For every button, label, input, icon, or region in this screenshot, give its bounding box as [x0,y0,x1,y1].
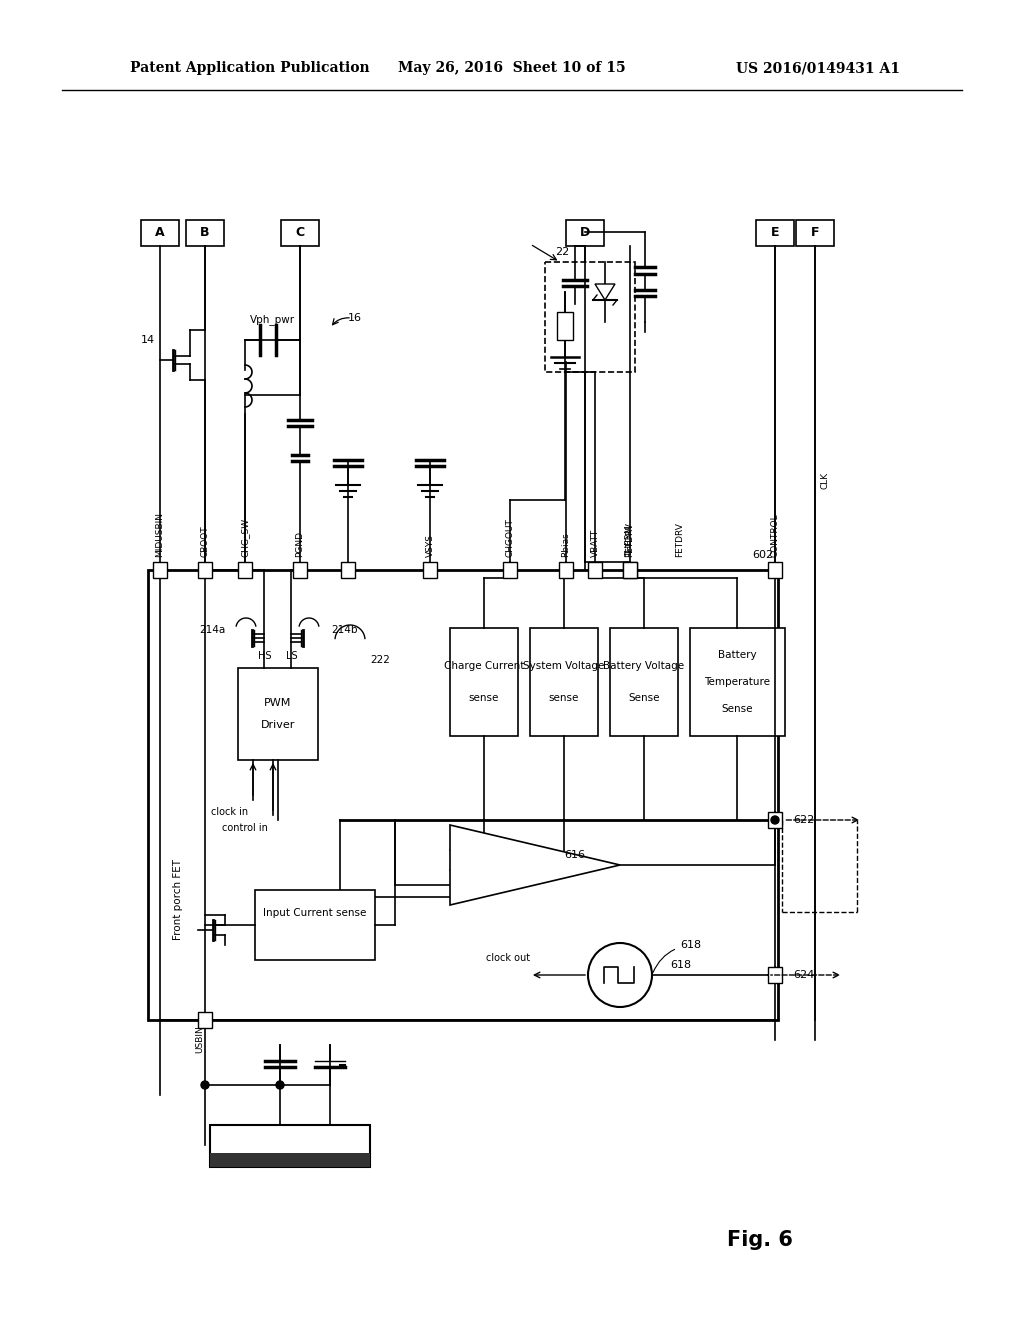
Bar [559,562,573,578]
Text: THERM: THERM [626,525,635,557]
Text: MIDUSBIN: MIDUSBIN [156,512,165,557]
Text: F: F [811,227,819,239]
Circle shape [771,816,779,824]
Bar [222,1155,238,1166]
Bar [768,968,782,983]
Text: 602: 602 [752,550,773,560]
Bar [210,1125,370,1167]
Bar [255,890,375,960]
Bar [423,562,437,578]
Text: USBIN: USBIN [196,1026,205,1053]
Text: CHG_SW: CHG_SW [241,517,250,557]
Text: 222: 222 [370,655,390,665]
Text: E: E [771,227,779,239]
Bar [334,1155,350,1166]
Text: VBATT: VBATT [591,529,599,557]
Bar [198,1012,212,1028]
Text: PWM: PWM [264,698,292,708]
Bar [141,220,179,246]
Bar [768,812,782,828]
Text: Patent Application Publication: Patent Application Publication [130,61,370,75]
Bar [545,261,635,372]
Bar [198,562,212,578]
Bar [796,220,834,246]
Bar [250,1155,266,1166]
Polygon shape [450,825,620,906]
Text: Rbias: Rbias [561,532,570,557]
Text: FETDRV: FETDRV [626,523,635,557]
Text: Sense: Sense [721,704,753,714]
Text: VSYS: VSYS [426,535,434,557]
Text: 616: 616 [564,850,586,861]
Bar [238,562,252,578]
Bar [530,628,598,737]
Bar [281,220,319,246]
Polygon shape [595,284,615,300]
Bar [610,628,678,737]
Bar [153,562,167,578]
Text: sense: sense [549,693,580,704]
Text: Vph_pwr: Vph_pwr [250,314,295,326]
Text: Battery Voltage: Battery Voltage [603,661,685,671]
Text: Temperature: Temperature [705,677,770,686]
Circle shape [588,942,652,1007]
Text: Input Current sense: Input Current sense [263,908,367,917]
Bar [278,1155,294,1166]
Text: May 26, 2016  Sheet 10 of 15: May 26, 2016 Sheet 10 of 15 [398,61,626,75]
Bar [306,1155,322,1166]
Bar [186,220,224,246]
Bar [756,220,794,246]
Bar [450,628,518,737]
Bar [210,1152,370,1167]
Text: LS: LS [286,651,297,661]
Text: 22: 22 [555,247,569,257]
Text: PGND: PGND [296,531,304,557]
Text: 618: 618 [653,940,701,973]
Text: 14: 14 [141,335,155,345]
Text: sense: sense [469,693,499,704]
Text: 624: 624 [793,970,814,979]
Bar [768,562,782,578]
Text: C: C [296,227,304,239]
Text: 618: 618 [670,960,691,970]
Bar [341,562,355,578]
Text: clock in: clock in [211,807,248,817]
Text: B: B [201,227,210,239]
Text: 16: 16 [348,313,362,323]
Text: 622: 622 [793,814,814,825]
Text: US 2016/0149431 A1: US 2016/0149431 A1 [736,61,900,75]
Text: CBOOT: CBOOT [201,525,210,557]
Text: Charge Current: Charge Current [443,661,524,671]
Bar [503,562,517,578]
Bar [238,668,318,760]
Text: 214a: 214a [199,624,225,635]
Text: CHGOUT: CHGOUT [506,519,514,557]
Circle shape [276,1081,284,1089]
Text: D: D [580,227,590,239]
Text: FETDRV: FETDRV [676,523,684,557]
Bar [623,562,637,578]
Text: HS: HS [258,651,271,661]
Text: Sense: Sense [629,693,659,704]
Text: Battery: Battery [718,649,757,660]
Bar [623,562,637,578]
Text: clock out: clock out [485,953,530,964]
Text: CONTROL: CONTROL [770,513,779,557]
Text: Front porch FET: Front porch FET [173,859,183,940]
Text: CLK: CLK [820,471,829,488]
Text: control in: control in [222,822,268,833]
Bar [690,628,785,737]
Text: System Voltage: System Voltage [523,661,605,671]
Text: A: A [156,227,165,239]
Bar [148,570,778,1020]
Text: Fig. 6: Fig. 6 [727,1230,793,1250]
Bar [566,220,604,246]
Bar [557,312,573,341]
Bar [293,562,307,578]
Text: Driver: Driver [261,719,295,730]
Text: 214b: 214b [331,624,357,635]
Circle shape [201,1081,209,1089]
Bar [588,562,602,578]
